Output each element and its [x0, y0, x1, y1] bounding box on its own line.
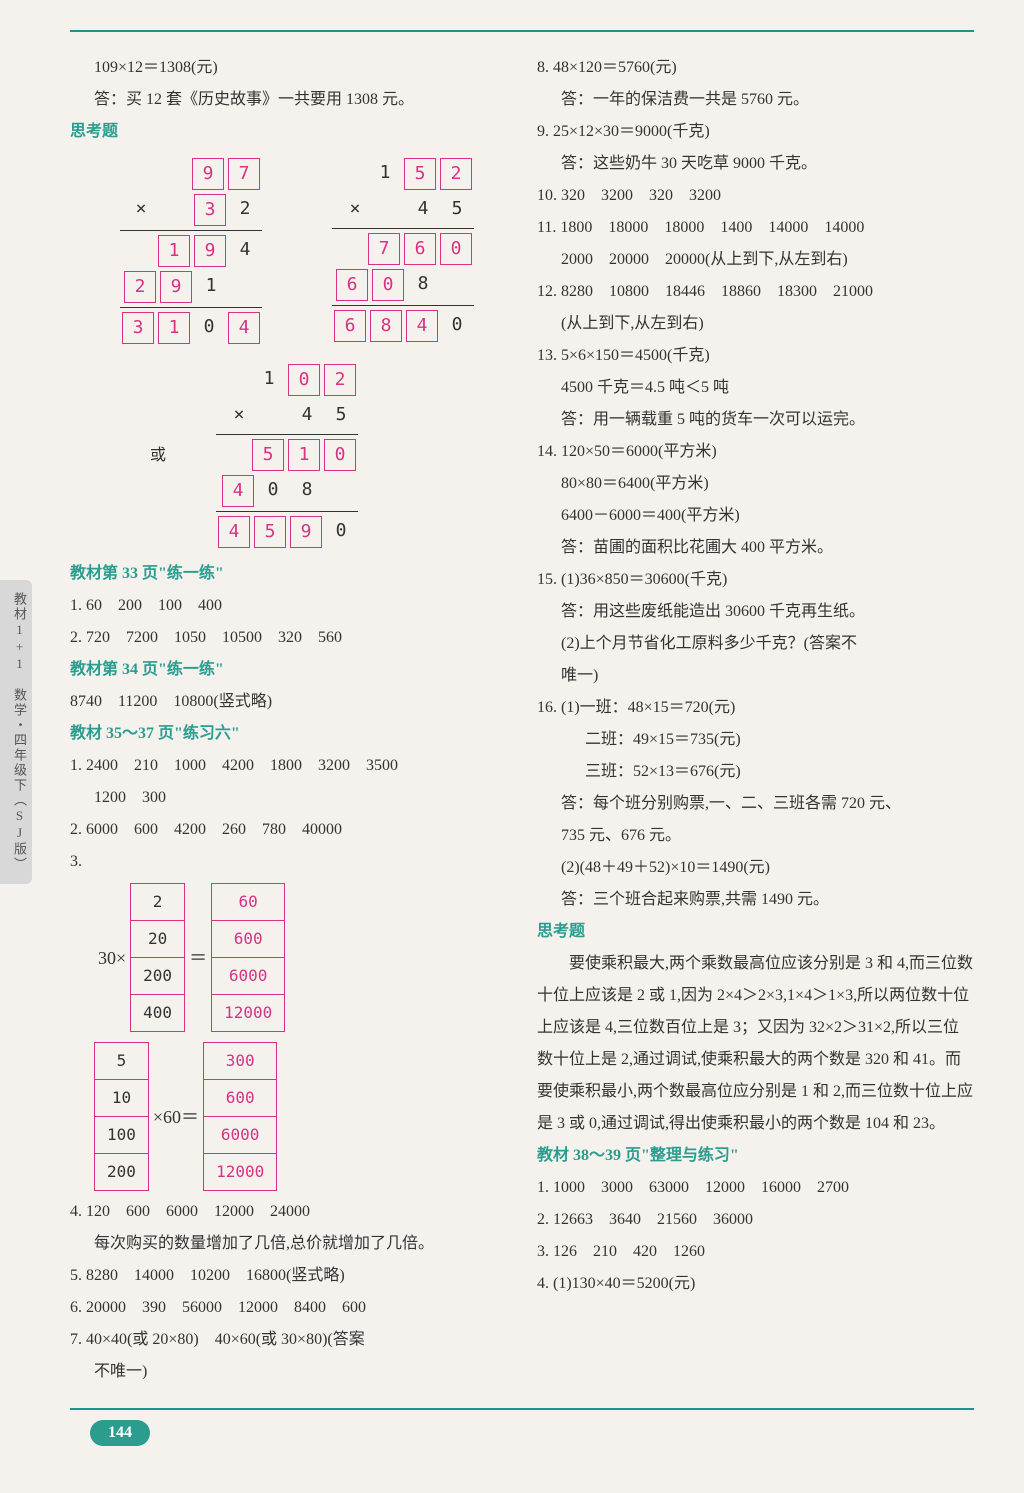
columns: 109×12＝1308(元) 答：买 12 套《历史故事》一共要用 1308 元… [70, 52, 974, 1388]
line: 6400－6000＝400(平方米) [537, 500, 974, 532]
line: 唯一) [537, 660, 974, 692]
paragraph: 要使乘积最大,两个乘数最高位应该分别是 3 和 4,而三位数十位上应该是 2 或… [537, 948, 974, 1140]
left-column: 109×12＝1308(元) 答：买 12 套《历史故事》一共要用 1308 元… [70, 52, 507, 1388]
table-left: 510100200 [94, 1042, 149, 1191]
mult-table-1: 30× 220200400 ＝ 60600600012000 [70, 883, 285, 1032]
line: 答：买 12 套《历史故事》一共要用 1308 元。 [70, 84, 507, 116]
line: 不唯一) [70, 1356, 507, 1388]
section-title: 思考题 [70, 116, 507, 148]
section-title: 教材 35～37 页"练习六" [70, 718, 507, 750]
side-tab: 教材1+1 数学・四年级下（SJ版） [0, 580, 32, 884]
mult-or-row: 或 102×455104084590 [70, 354, 507, 558]
line: 80×80＝6400(平方米) [537, 468, 974, 500]
line: 2. 12663 3640 21560 36000 [537, 1204, 974, 1236]
line: 答：一年的保洁费一共是 5760 元。 [537, 84, 974, 116]
line: 109×12＝1308(元) [70, 52, 507, 84]
mult-table-2: 510100200 ×60＝ 300600600012000 [70, 1042, 277, 1191]
line: 1. 1000 3000 63000 12000 16000 2700 [537, 1172, 974, 1204]
line: 13. 5×6×150＝4500(千克) [537, 340, 974, 372]
line: 9. 25×12×30＝9000(千克) [537, 116, 974, 148]
page-number: 144 [90, 1420, 150, 1446]
line: 15. (1)36×850＝30600(千克) [537, 564, 974, 596]
line: (2)(48＋49＋52)×10＝1490(元) [537, 852, 974, 884]
line: 答：用一辆载重 5 吨的货车一次可以运完。 [537, 404, 974, 436]
line: 答：每个班分别购票,一、二、三班各需 720 元、 [537, 788, 974, 820]
line: 6. 20000 390 56000 12000 8400 600 [70, 1292, 507, 1324]
line: 1. 2400 210 1000 4200 1800 3200 3500 [70, 750, 507, 782]
line: 4. 120 600 6000 12000 24000 [70, 1196, 507, 1228]
line: 12. 8280 10800 18446 18860 18300 21000 [537, 276, 974, 308]
line: 1. 60 200 100 400 [70, 590, 507, 622]
line: (从上到下,从左到右) [537, 308, 974, 340]
line: 1200 300 [70, 782, 507, 814]
equals: ＝ [185, 940, 211, 976]
line: 8740 11200 10800(竖式略) [70, 686, 507, 718]
line: 735 元、676 元。 [537, 820, 974, 852]
line: 2. 6000 600 4200 260 780 40000 [70, 814, 507, 846]
line: 3. 126 210 420 1260 [537, 1236, 974, 1268]
top-rule [70, 30, 974, 32]
table-right: 300600600012000 [203, 1042, 277, 1191]
table-left: 220200400 [130, 883, 185, 1032]
line: 4500 千克＝4.5 吨＜5 吨 [537, 372, 974, 404]
page-content: 教材1+1 数学・四年级下（SJ版） 109×12＝1308(元) 答：买 12… [0, 0, 1024, 1476]
section-title: 思考题 [537, 916, 974, 948]
or-label: 或 [150, 440, 166, 472]
line: 8. 48×120＝5760(元) [537, 52, 974, 84]
mult-work-1: 97×321942913104 [120, 156, 262, 346]
line: 7. 40×40(或 20×80) 40×60(或 30×80)(答案 [70, 1324, 507, 1356]
line: 5. 8280 14000 10200 16800(竖式略) [70, 1260, 507, 1292]
mult-work-3: 102×455104084590 [216, 362, 358, 550]
line: 16. (1)一班：48×15＝720(元) [537, 692, 974, 724]
line: 答：三个班合起来购票,共需 1490 元。 [537, 884, 974, 916]
section-title: 教材 38～39 页"整理与练习" [537, 1140, 974, 1172]
line: 每次购买的数量增加了几倍,总价就增加了几倍。 [70, 1228, 507, 1260]
line: 答：用这些废纸能造出 30600 千克再生纸。 [537, 596, 974, 628]
mult-pair: 97×321942913104 152×457606086840 [70, 148, 507, 354]
right-column: 8. 48×120＝5760(元) 答：一年的保洁费一共是 5760 元。 9.… [537, 52, 974, 1388]
line: 答：这些奶牛 30 天吃草 9000 千克。 [537, 148, 974, 180]
line: 三班：52×13＝676(元) [537, 756, 974, 788]
bottom-rule [70, 1408, 974, 1410]
mult-work-2: 152×457606086840 [332, 156, 474, 346]
line: 4. (1)130×40＝5200(元) [537, 1268, 974, 1300]
line: (2)上个月节省化工原料多少千克？(答案不 [537, 628, 974, 660]
line: 14. 120×50＝6000(平方米) [537, 436, 974, 468]
line: 10. 320 3200 320 3200 [537, 180, 974, 212]
table-right: 60600600012000 [211, 883, 285, 1032]
line: 3. [70, 846, 507, 878]
line: 11. 1800 18000 18000 1400 14000 14000 [537, 212, 974, 244]
line: 2000 20000 20000(从上到下,从左到右) [537, 244, 974, 276]
line: 答：苗圃的面积比花圃大 400 平方米。 [537, 532, 974, 564]
section-title: 教材第 34 页"练一练" [70, 654, 507, 686]
prefix: 30× [94, 940, 130, 976]
line: 二班：49×15＝735(元) [537, 724, 974, 756]
mid: ×60＝ [149, 1099, 203, 1135]
section-title: 教材第 33 页"练一练" [70, 558, 507, 590]
line: 2. 720 7200 1050 10500 320 560 [70, 622, 507, 654]
